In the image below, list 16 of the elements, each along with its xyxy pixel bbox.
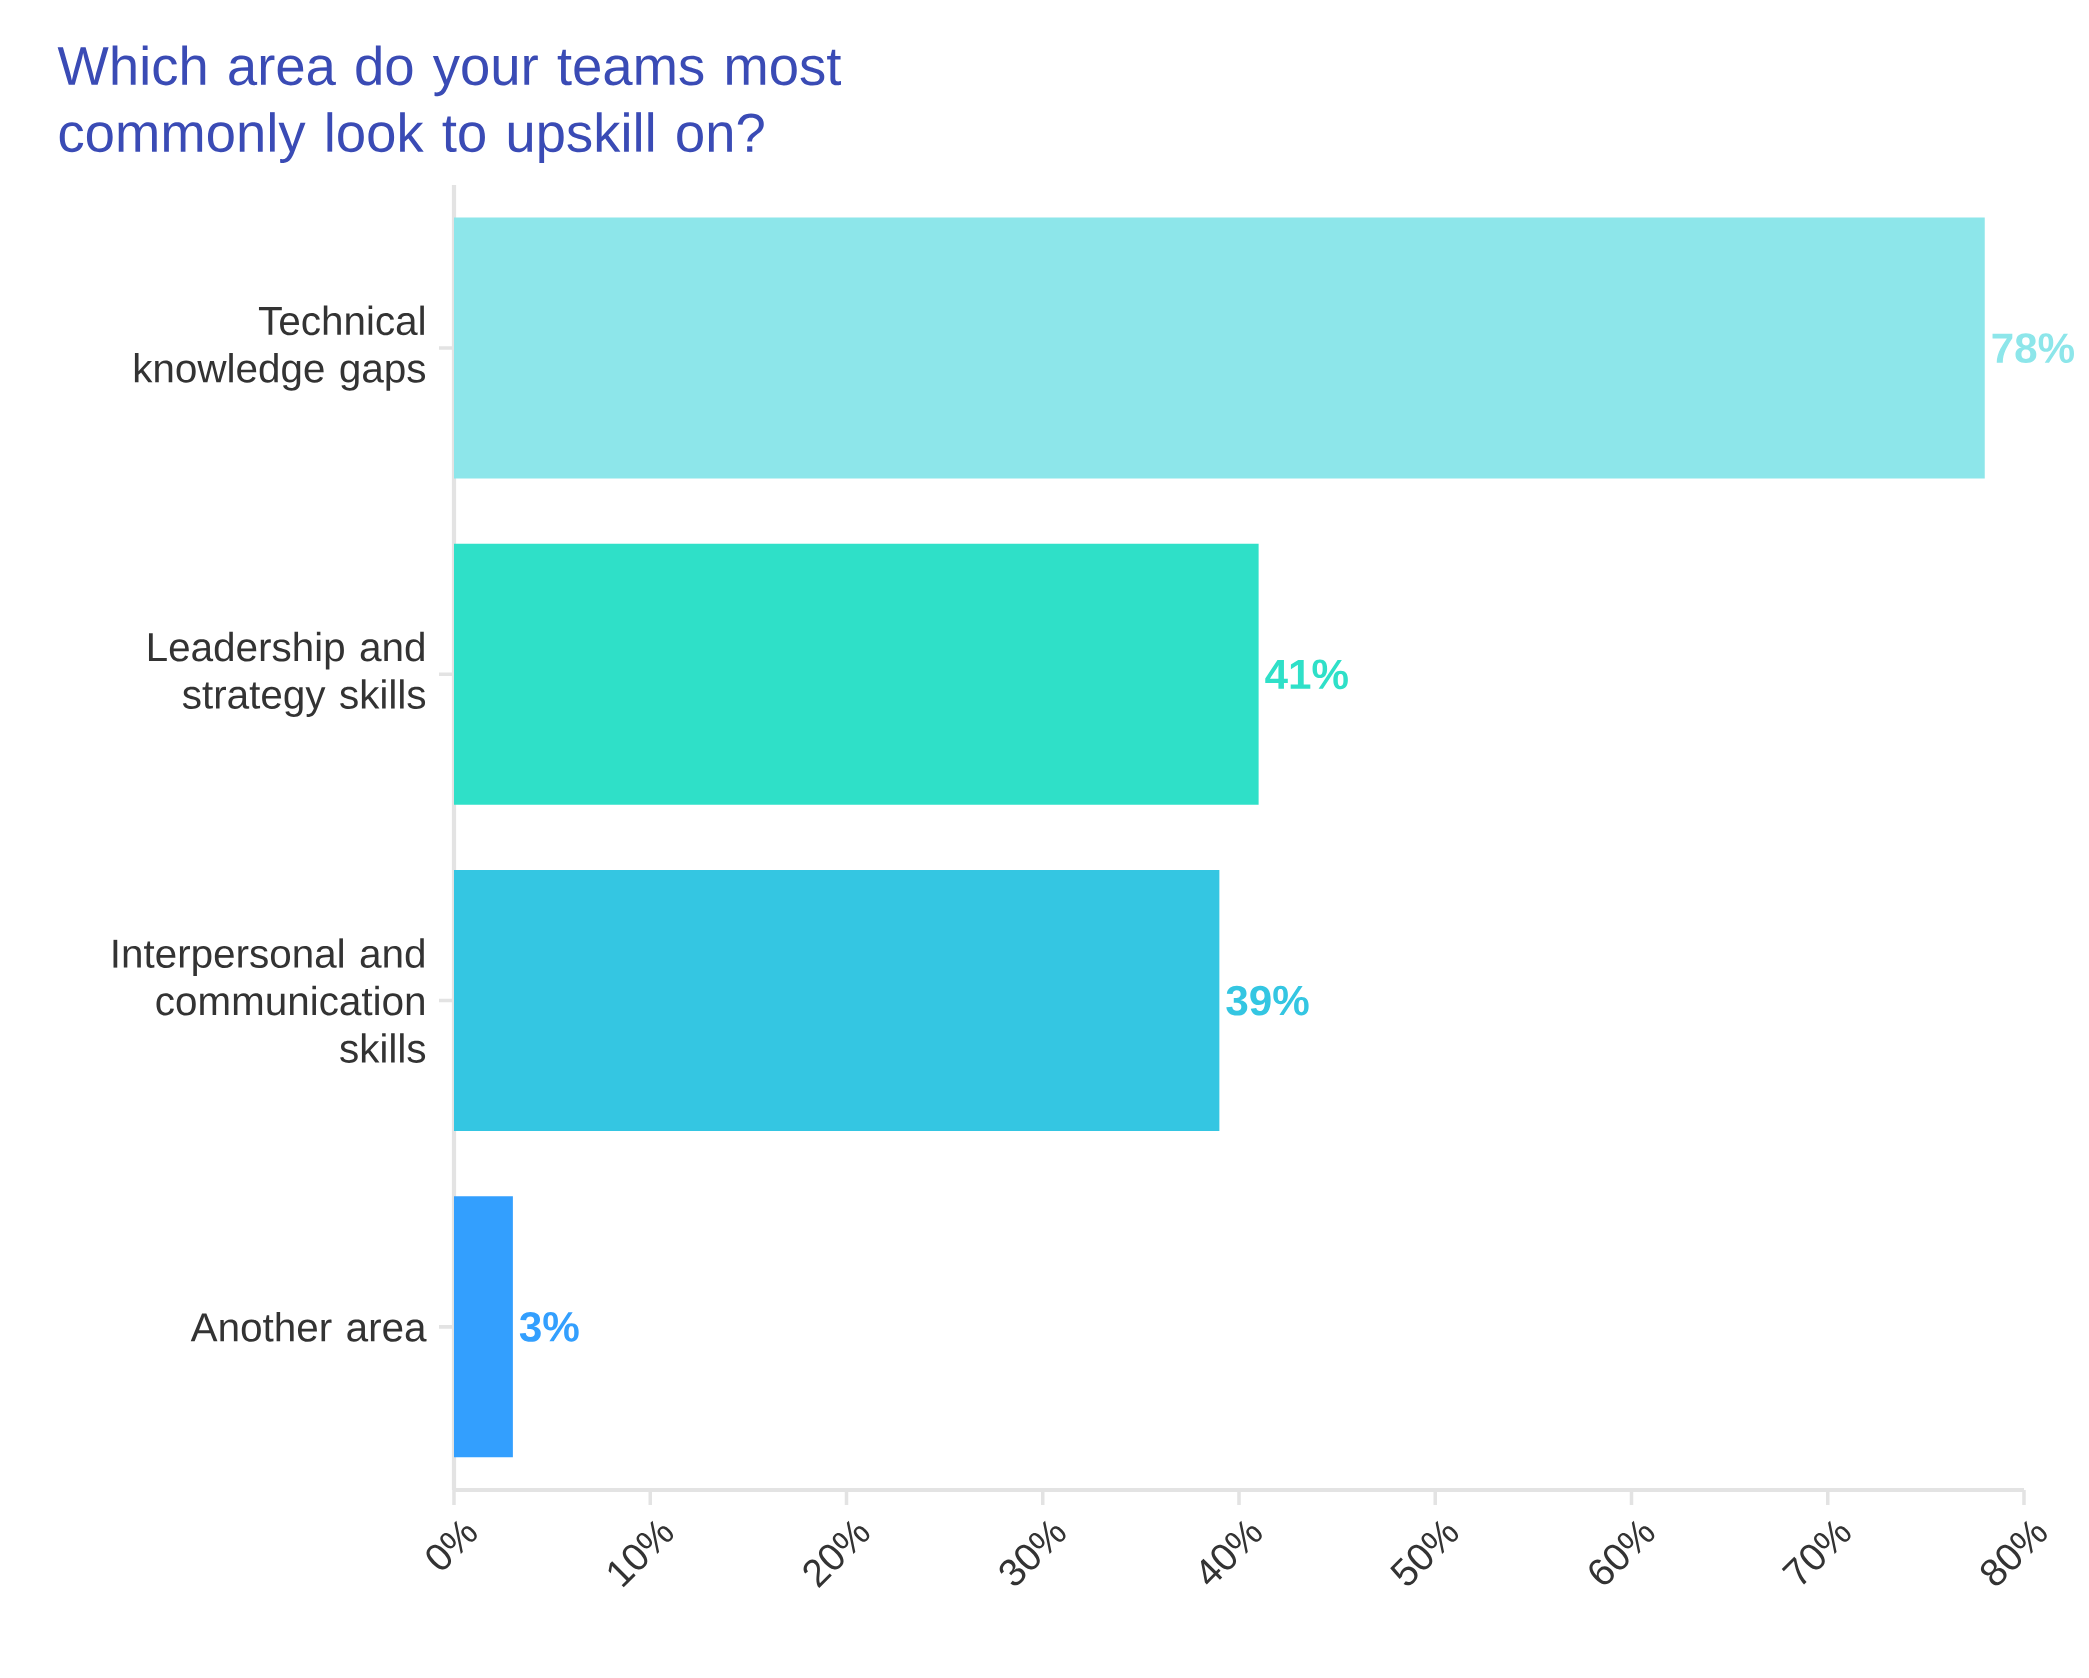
chart-title: Which area do your teams most commonly look to upskill on? [57,45,842,163]
y-tick-label: Technical knowledge gaps [134,305,426,391]
y-tick-label: Another area [190,1312,427,1342]
x-tick-label: 80% [1980,1520,2047,1586]
data-label: 78% [1992,333,2074,364]
y-tick-label: Interpersonal and communication skills [113,938,426,1063]
x-tick-label: 30% [999,1520,1066,1586]
x-tick-label: 70% [1781,1520,1851,1585]
data-label: 39% [1226,985,1309,1016]
x-tick-label: 0% [426,1520,477,1570]
x-tick-label: 60% [1589,1520,1655,1585]
x-tick-label: 50% [1390,1520,1459,1586]
x-tick-label: 40% [1200,1520,1262,1585]
y-tick-label: Leadership and strategy skills [148,631,426,717]
data-label: 41% [1265,659,1348,690]
data-label: 3% [519,1311,579,1342]
